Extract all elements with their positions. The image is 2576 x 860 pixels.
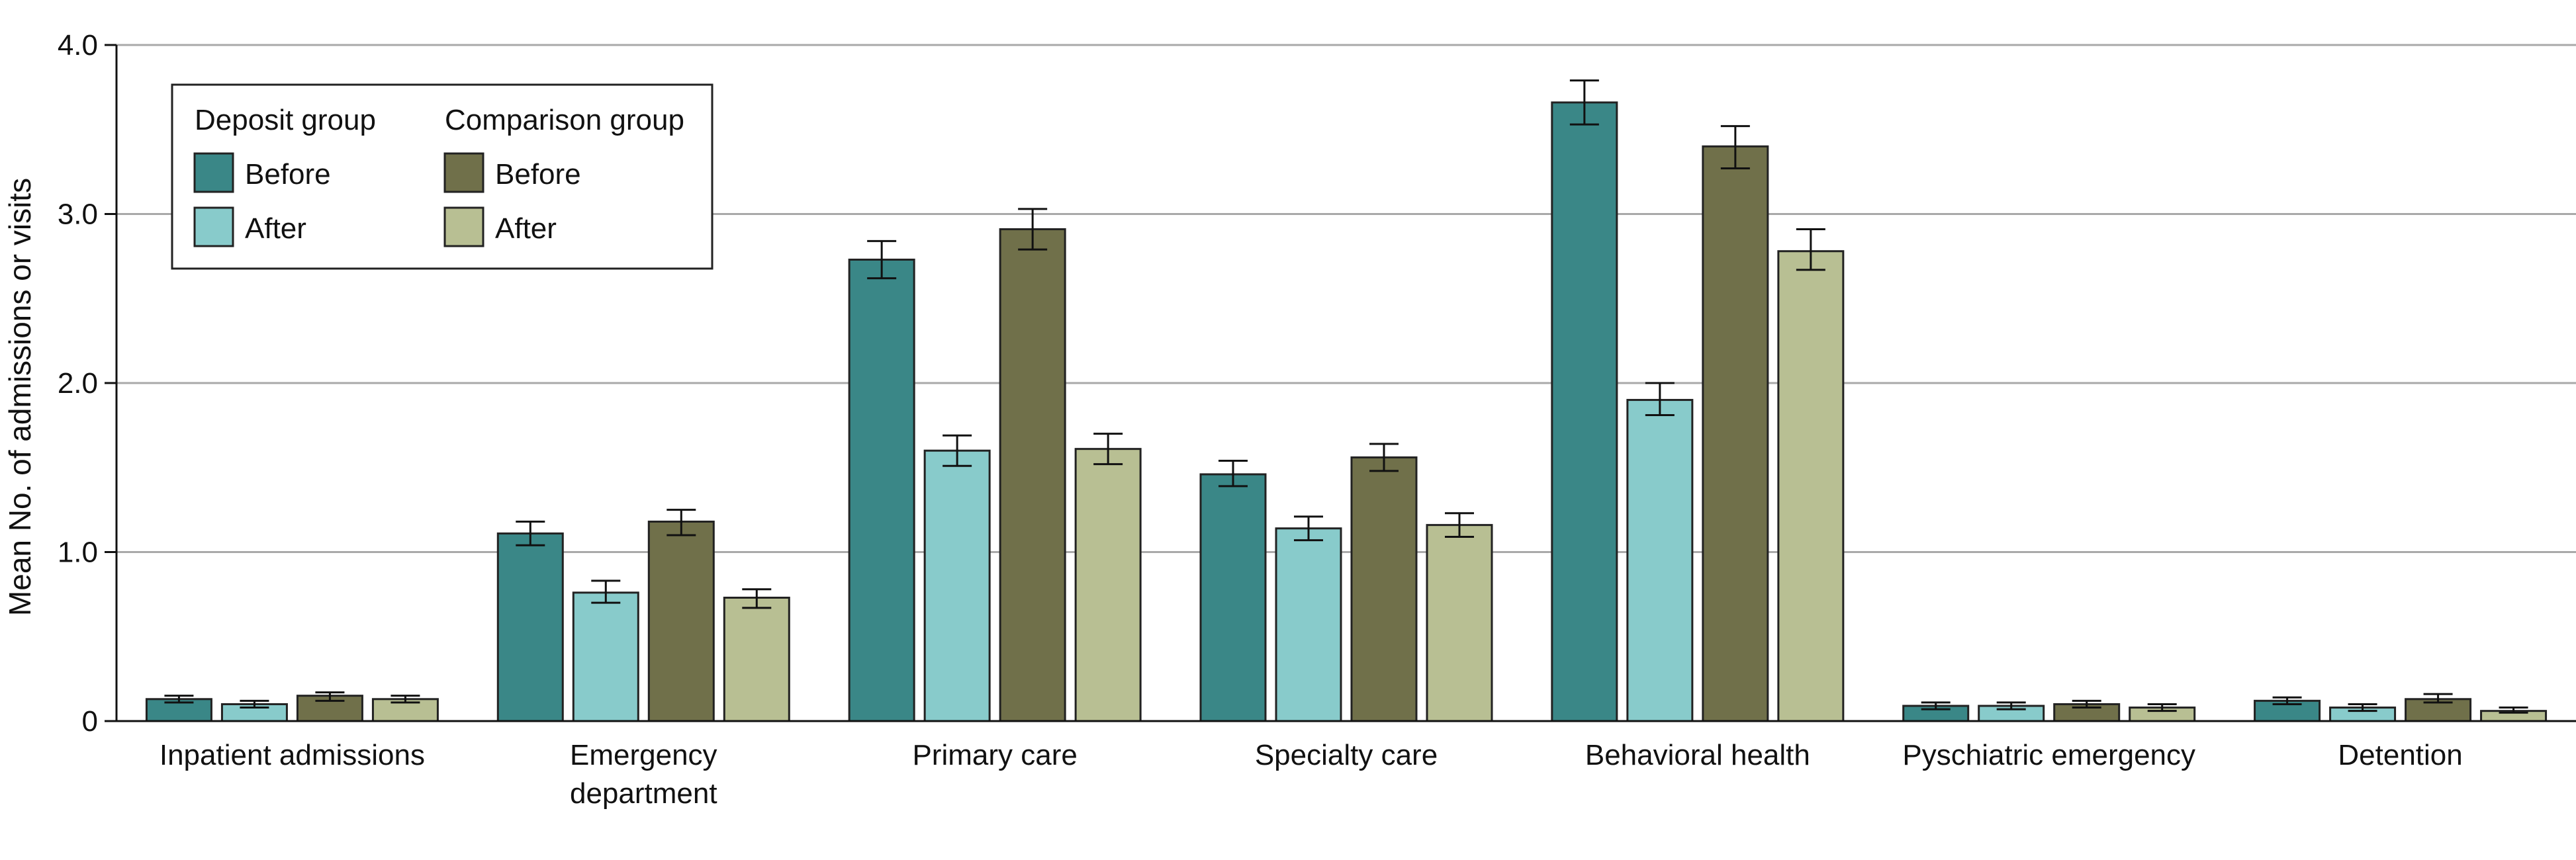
bar [1199, 473, 1267, 722]
x-category-label: Pyschiatric emergency [1902, 739, 2195, 771]
bar [1551, 101, 1618, 722]
legend-entry-label: After [245, 212, 306, 245]
x-category-label: Emergency department [570, 739, 717, 810]
bar [1626, 399, 1694, 722]
legend: Deposit group Comparison group Before After… [171, 83, 713, 270]
legend-entry-label: Before [245, 158, 331, 191]
x-category-label: Specialty care [1255, 739, 1438, 771]
bar [923, 449, 991, 722]
bar [1777, 250, 1845, 722]
axes: 0 1.0 2.0 3.0 4.0 Inpatient admissions Emergen… [58, 29, 2576, 810]
x-category-label: Inpatient admissions [160, 739, 425, 771]
bar [572, 591, 639, 722]
y-tick-label: 0 [82, 705, 98, 738]
bar [999, 228, 1066, 722]
legend-swatch [193, 206, 234, 247]
bar [848, 258, 915, 722]
bar [1426, 524, 1493, 722]
bar [723, 596, 790, 722]
bar [1275, 527, 1342, 722]
x-category-label: Behavioral health [1585, 739, 1810, 771]
legend-entry-label: Before [495, 158, 581, 191]
bars [145, 79, 2548, 722]
x-category-label: Primary care [912, 739, 1077, 771]
y-tick-label: 1.0 [58, 537, 98, 569]
y-tick-label: 2.0 [58, 367, 98, 400]
y-axis-title: Mean No. of admissions or visits [3, 178, 37, 616]
legend-swatch [193, 152, 234, 193]
bar [496, 532, 564, 722]
bar [1074, 448, 1142, 722]
legend-group-title: Comparison group [445, 104, 684, 136]
legend-swatch [443, 152, 484, 193]
bar [1350, 456, 1418, 722]
legend-entry-label: After [495, 212, 557, 245]
bar [647, 521, 715, 722]
x-category-label: Detention [2338, 739, 2462, 771]
bar [1702, 145, 1769, 722]
legend-group-title: Deposit group [195, 104, 376, 136]
y-tick-label: 3.0 [58, 198, 98, 231]
legend-box [171, 83, 713, 270]
legend-swatch [443, 206, 484, 247]
y-tick-label: 4.0 [58, 29, 98, 62]
